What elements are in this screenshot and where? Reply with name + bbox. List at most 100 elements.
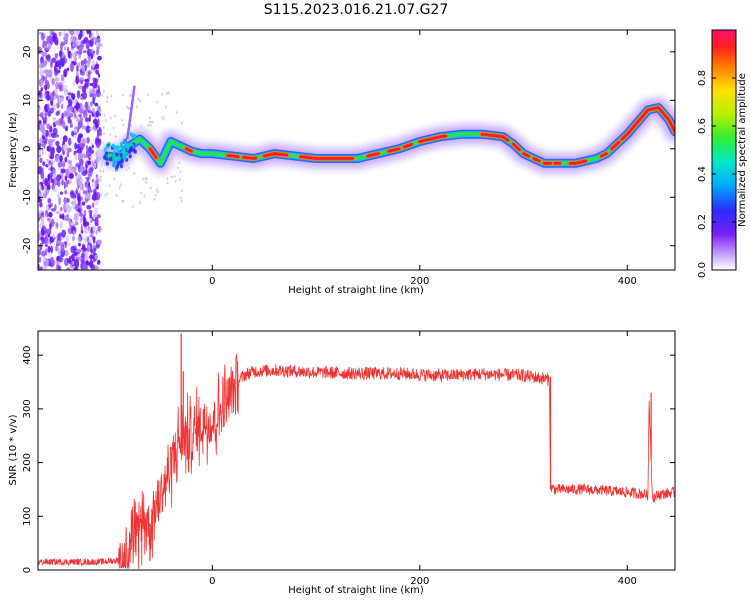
spectrogram-ridge-peak [522, 152, 531, 158]
spectrogram-noise-speck [97, 43, 103, 48]
spectrogram-noise-speck [69, 52, 73, 62]
spectrogram-noise-speck [79, 42, 85, 48]
spectrogram-ridge-peak [418, 134, 448, 143]
spectrogram-noise-speck [74, 258, 80, 268]
spectrogram-noise-speck [88, 167, 94, 174]
spectrogram-noise-speck [55, 102, 59, 108]
spectrogram-noise-speck [77, 120, 83, 128]
spectrogram-noise-speck [92, 96, 95, 105]
spectrogram-noise-speck [99, 169, 102, 173]
spectrogram-noise-speck [52, 170, 57, 180]
spectrogram-noise-speck [41, 52, 47, 57]
spectrogram-noise-speck [63, 30, 66, 38]
spectrogram-ridge-speck [119, 141, 124, 147]
spectrogram-noise-speck [96, 48, 100, 56]
spectrogram-noise-speck [95, 137, 99, 146]
spectrogram-noise-speck [42, 161, 46, 166]
spectrogram-noise-speck [83, 58, 87, 65]
spectrogram-ridge-speck [119, 163, 124, 169]
spectrogram-noise-speck [143, 195, 146, 198]
spectrogram-noise-speck [101, 94, 104, 97]
spectrogram-ridge-peak [610, 140, 621, 151]
spectrogram-noise-speck [48, 251, 52, 258]
spectrogram-noise-speck [48, 204, 52, 208]
spectrogram-x-tick-label: 0 [209, 276, 215, 287]
spectrogram-noise-speck [39, 242, 43, 251]
spectrogram-noise-speck [64, 190, 68, 195]
spectrogram-noise-speck [74, 142, 77, 150]
spectrogram-ridge-peak [299, 155, 354, 160]
colorbar-ticks: 0.0 0.2 0.4 0.6 0.8 [697, 70, 736, 278]
spectrogram-noise-speck [87, 160, 92, 166]
spectrogram-ridge-speck [105, 161, 109, 166]
spectrogram-noise-speck [44, 112, 48, 118]
spectrogram-noise-speck [72, 236, 76, 241]
spectrogram-noise-speck [55, 176, 61, 181]
spectrogram-noise-speck [62, 203, 66, 210]
spectrogram-noise-speck [69, 119, 72, 125]
colorbar-tick-label: 0.6 [697, 118, 708, 134]
spectrogram-noise-speck [73, 128, 78, 133]
spectrogram-noise-speck [148, 116, 151, 120]
spectrogram-ridge-peak [532, 157, 541, 163]
spectrogram-noise-speck [46, 181, 51, 190]
spectrogram-ridge-speck [124, 142, 129, 147]
spectrogram-noise-speck [67, 204, 71, 214]
spectrogram-noise-speck [78, 114, 82, 118]
spectrogram-noise-speck [97, 73, 101, 78]
spectrogram-noise-speck [91, 112, 94, 117]
spectrogram-noise-speck [86, 180, 90, 184]
spectrogram-noise-speck [99, 178, 102, 182]
spectrogram-noise-speck [79, 79, 84, 85]
spectrogram-noise-speck [67, 160, 72, 164]
spectrogram-noise-speck [47, 174, 51, 181]
spectrogram-y-tick-label: -20 [22, 238, 33, 254]
spectrogram-noise-speck [46, 228, 50, 232]
spectrogram-noise-speck [156, 190, 159, 194]
spectrogram-noise-speck [76, 118, 80, 123]
spectrogram-noise-speck [38, 183, 42, 192]
spectrogram-noise-speck [80, 224, 83, 233]
spectrogram-noise-speck [72, 110, 76, 114]
spectrogram-noise-speck [60, 74, 65, 82]
spectrogram-noise-speck [104, 193, 107, 197]
spectrogram-noise-speck [69, 173, 74, 180]
spectrogram-noise-speck [62, 135, 68, 143]
spectrogram-noise-speck [43, 256, 46, 263]
spectrogram-noise-speck [61, 229, 66, 238]
snr-frame [37, 330, 676, 571]
spectrogram-ridge-speck [123, 155, 127, 161]
spectrogram-noise-speck [59, 155, 63, 163]
spectrogram-noise-speck [89, 41, 94, 47]
spectrogram-noise-speck [94, 63, 100, 70]
spectrogram-noise-speck [49, 92, 55, 102]
spectrogram-noise-speck [45, 204, 49, 212]
spectrogram-noise-speck [50, 177, 53, 184]
spectrogram-noise-speck [38, 137, 43, 143]
spectrogram-noise-speck [86, 261, 92, 266]
spectrogram-noise-speck [128, 106, 131, 110]
spectrogram-noise-speck [54, 210, 60, 215]
spectrogram-noise-speck [79, 217, 83, 223]
spectrogram-noise-speck [87, 173, 93, 178]
spectrogram-noise-speck [92, 80, 97, 89]
spectrogram-noise-speck [97, 132, 100, 139]
spectrogram-noise-speck [54, 65, 57, 72]
spectrogram-noise-speck [149, 186, 152, 190]
spectrogram-noise-speck [71, 253, 75, 261]
snr-x-tick-label: 0 [209, 576, 215, 587]
spectrogram-noise-speck [41, 148, 44, 156]
colorbar-tick-label: 0.4 [697, 166, 708, 182]
spectrogram-ridge [95, 85, 675, 177]
spectrogram-noise-speck [64, 257, 69, 267]
spectrogram-noise-speck [94, 102, 99, 107]
spectrogram-ridge-speck [119, 152, 123, 158]
spectrogram-y-tick-label: 20 [22, 45, 33, 58]
spectrogram-noise-speck [121, 199, 124, 203]
spectrogram-noise-speck [38, 249, 41, 256]
spectrogram-noise-speck [38, 256, 42, 263]
spectrogram-noise-speck [120, 118, 123, 122]
spectrogram-noise-speck [87, 71, 91, 80]
spectrogram-noise-speck [89, 127, 94, 131]
spectrogram-ridge-speck [116, 149, 120, 154]
